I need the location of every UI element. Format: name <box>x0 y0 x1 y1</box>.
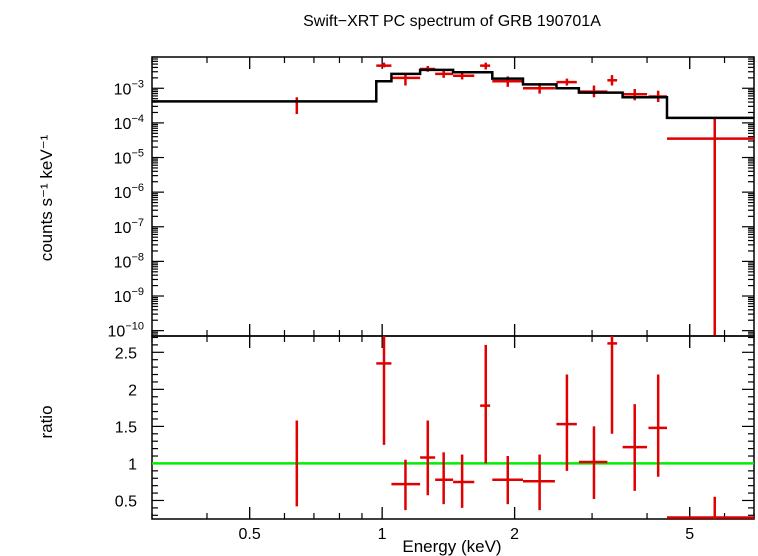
spectrum-data-point <box>622 89 648 101</box>
x-tick-label: 2 <box>510 526 519 543</box>
spectrum-y-tick-label: 10−6 <box>114 182 144 202</box>
ratio-data-point <box>420 420 436 496</box>
spectrum-data-point <box>480 62 491 70</box>
ratio-data-point <box>492 456 523 505</box>
spectrum-data-point <box>607 75 618 86</box>
ratio-panel: 0.5 1 1.5 2 2.5 0.5 1 2 5 <box>115 335 755 543</box>
spectrum-y-tick-label: 10−3 <box>114 78 144 98</box>
x-tick-label: 0.5 <box>239 526 261 543</box>
ratio-frame <box>151 335 755 520</box>
model-step-line <box>152 68 754 120</box>
ratio-data-point <box>556 374 577 471</box>
ratio-y-tick-label: 1 <box>128 456 137 473</box>
ratio-data-point <box>480 344 491 464</box>
x-tick-label: 1 <box>378 526 387 543</box>
ratio-data-point <box>391 459 421 511</box>
ratio-data-point <box>648 374 667 477</box>
ratio-y-tick-label: 1.5 <box>115 419 137 436</box>
ratio-y-tick-label: 0.5 <box>115 493 137 510</box>
ratio-y-axis-label: ratio <box>37 405 56 438</box>
ratio-y-tick-label: 2 <box>128 382 137 399</box>
ratio-data-point <box>666 496 754 519</box>
spectrum-y-tick-label: 10−10 <box>108 321 144 341</box>
x-axis-label: Energy (keV) <box>402 537 501 556</box>
x-tick-label: 5 <box>685 526 694 543</box>
spectrum-data-point <box>391 73 421 86</box>
spectrum-y-axis-label: counts s⁻¹ keV⁻¹ <box>37 134 56 261</box>
ratio-data-point <box>578 426 608 499</box>
ratio-data-point <box>435 452 454 505</box>
ratio-y-tick-label: 2.5 <box>115 345 137 362</box>
spectrum-frame <box>151 56 755 337</box>
spectrum-y-tick-label: 10−5 <box>114 148 144 168</box>
ratio-data-point <box>522 454 555 511</box>
spectrum-y-tick-label: 10−8 <box>114 251 144 271</box>
spectrum-y-tick-label: 10−9 <box>114 286 144 306</box>
spectrum-panel: 10−3 10−4 10−5 10−6 10−7 10−8 10−9 10−10 <box>108 56 755 341</box>
ratio-data-point <box>453 454 475 508</box>
spectrum-data-point <box>376 62 392 68</box>
spectrum-y-tick-label: 10−7 <box>114 217 144 237</box>
ratio-data-point <box>607 336 618 434</box>
spectrum-data-point <box>556 78 577 86</box>
spectrum-data-point <box>666 118 754 336</box>
spectrum-y-tick-label: 10−4 <box>114 113 144 133</box>
ratio-data-point <box>622 404 648 491</box>
ratio-data-point <box>376 336 392 445</box>
chart-title: Swift−XRT PC spectrum of GRB 190701A <box>303 13 601 30</box>
